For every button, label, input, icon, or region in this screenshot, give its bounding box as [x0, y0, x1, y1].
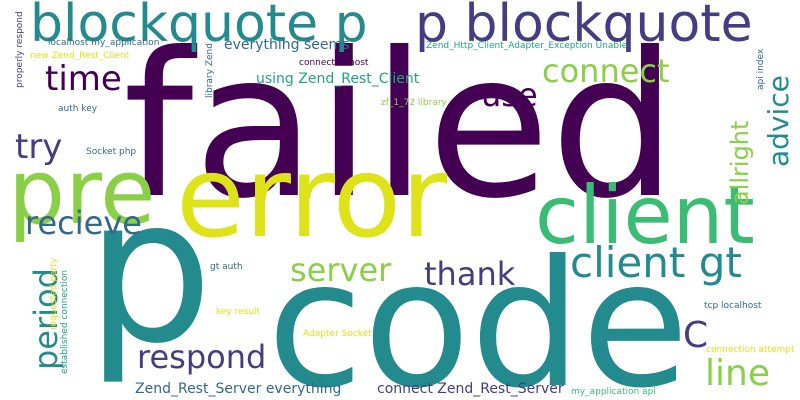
word-library-zend: library Zend [205, 43, 215, 98]
word-socket-php: Socket php [86, 147, 137, 157]
word-client-gt: client gt [570, 238, 742, 287]
word-server: server [290, 251, 392, 289]
word-gt-auth: gt auth [210, 262, 243, 272]
word-recieve: recieve [25, 204, 142, 242]
word-connected-host: connected host [299, 58, 369, 68]
word-respond: respond [137, 338, 267, 376]
word-using-zend-rest-client: using Zend_Rest_Client [256, 71, 420, 87]
word-api-index: api index [756, 48, 766, 90]
word-p: p [86, 155, 213, 388]
word-advice: advice [762, 75, 795, 167]
word-localhost-my-application: localhost my_application [48, 38, 160, 48]
word-zf-1-72-library: zf_1_72 library [381, 98, 447, 108]
word-adapter-socket: Adapter Socket [303, 329, 372, 339]
word-connect: connect [542, 52, 670, 90]
word-established-connection: established connection [60, 269, 70, 374]
word-client: client [535, 169, 755, 262]
word-error: error [176, 133, 448, 263]
word-tcp-localhost: tcp localhost [704, 301, 762, 311]
word-auth-key: auth key [58, 104, 98, 114]
word-time: time [45, 59, 122, 99]
word-allright: allright [726, 120, 754, 205]
word-failed: failed [123, 10, 678, 243]
word-use: use [481, 76, 538, 114]
word-my-application-api: my_application api [571, 387, 656, 397]
word-everything-seems: everything seems [224, 37, 350, 53]
word-blockquote-p: blockquote p [30, 0, 368, 54]
word-C: C [683, 315, 709, 356]
word-pre: pre [8, 140, 156, 245]
word-connect-zend-rest-server: connect Zend_Rest_Server [377, 381, 564, 397]
word-p-blockquote: p blockquote [415, 0, 753, 54]
word-new-zend-rest-client: new Zend_Rest_Client [30, 51, 130, 61]
word-properly-respond: properly respond [15, 11, 25, 88]
word-requested-party: requested party [49, 257, 59, 330]
word-thank: thank [424, 255, 516, 293]
word-zend-rest-server-everything: Zend_Rest_Server everything [135, 381, 342, 397]
word-zend-http-client-adapter-exception-unable: Zend_Http_Client_Adapter_Exception Unabl… [426, 41, 628, 51]
word-connection-attempt: connection attempt [706, 345, 795, 355]
word-try: try [15, 127, 63, 167]
word-line: line [705, 353, 770, 394]
word-code: code [267, 224, 690, 400]
word-key-result: key result [216, 307, 261, 317]
